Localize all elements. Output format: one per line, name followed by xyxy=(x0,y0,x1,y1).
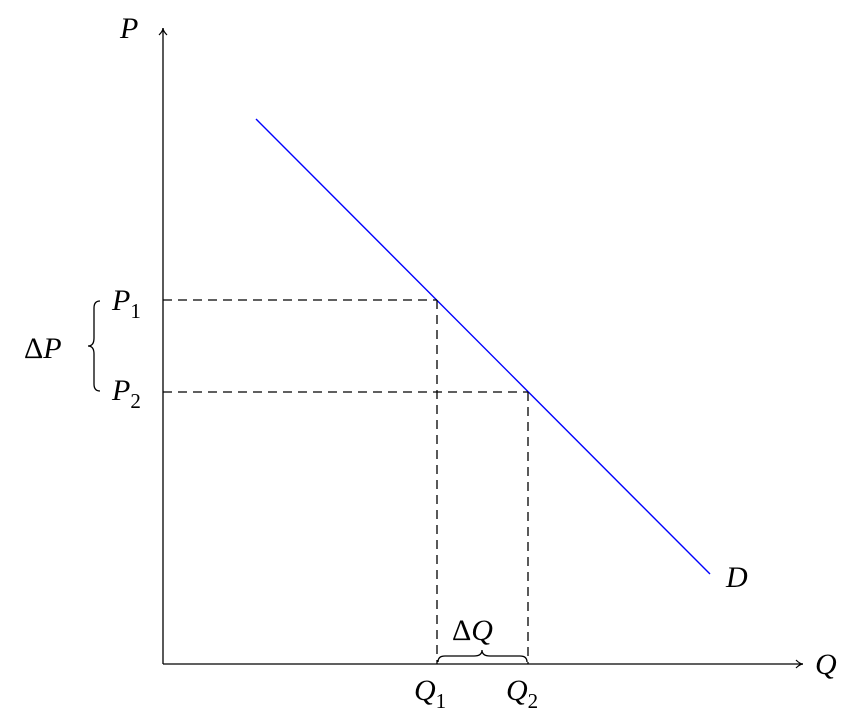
q2-label: Q2 xyxy=(506,674,538,713)
delta-q-brace xyxy=(437,649,528,663)
delta-p-brace xyxy=(87,300,101,392)
p1-label: P1 xyxy=(111,284,141,323)
q1-label: Q1 xyxy=(414,674,446,713)
p2-label: P2 xyxy=(111,374,141,413)
delta-q-label: ΔQ xyxy=(452,614,493,647)
demand-curve xyxy=(255,118,711,575)
delta-p-label: ΔP xyxy=(24,332,62,365)
demand-curve-label: D xyxy=(725,561,748,594)
y-axis-label: P xyxy=(119,12,138,45)
x-axis-label: Q xyxy=(815,648,837,681)
